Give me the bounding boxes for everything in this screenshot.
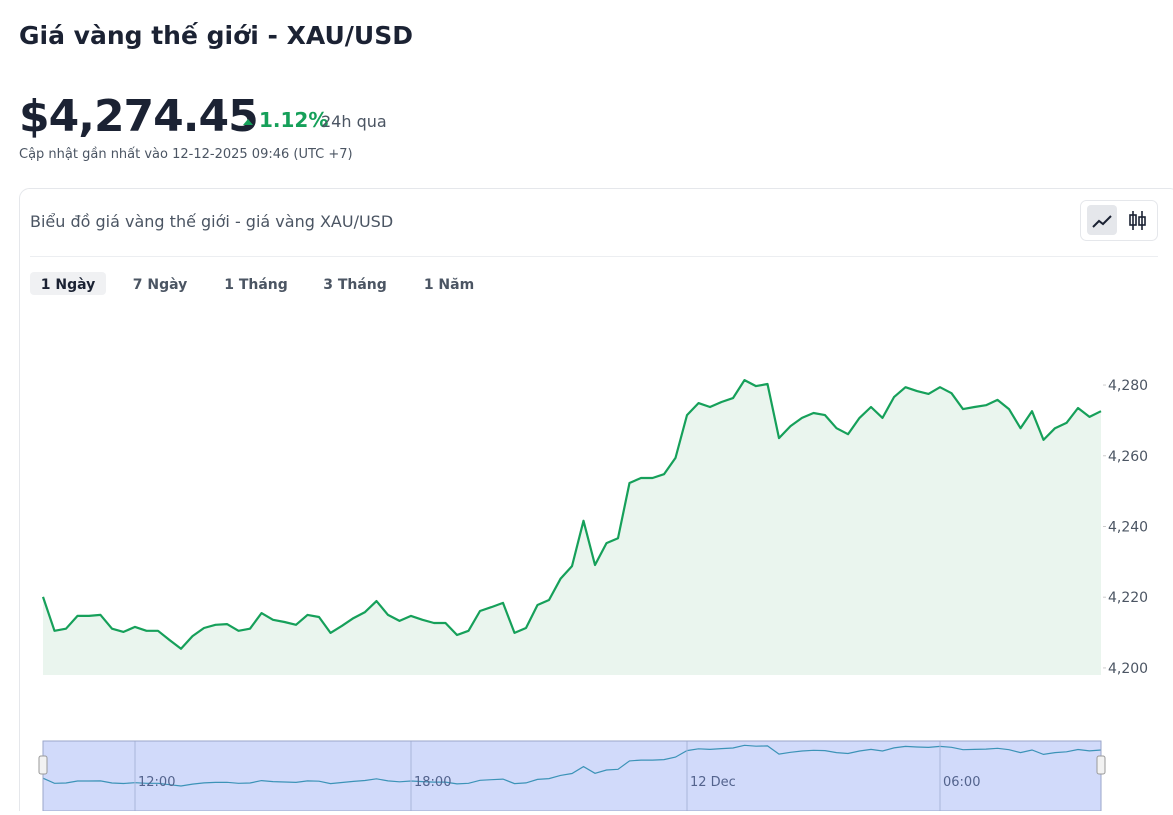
navigator-handle[interactable] xyxy=(39,756,47,774)
tab[interactable]: 3 Tháng xyxy=(323,277,387,293)
page-title: Giá vàng thế giới - XAU/USD xyxy=(19,21,413,50)
y-tick-label: 4,260 xyxy=(1108,449,1148,465)
navigator-selection[interactable] xyxy=(43,741,1101,811)
tabs: 1 Ngày 7 Ngày 1 Tháng 3 Tháng 1 Năm xyxy=(30,272,474,295)
updated: Cập nhật gần nhất vào 12-12-2025 09:46 (… xyxy=(19,147,353,162)
change: 1.12% xyxy=(259,108,328,132)
y-tick-label: 4,240 xyxy=(1108,519,1148,535)
y-tick-label: 4,280 xyxy=(1108,378,1148,394)
change-period: 24h qua xyxy=(321,112,387,131)
y-tick-label: 4,200 xyxy=(1108,661,1148,677)
line-chart-button[interactable] xyxy=(1087,205,1117,235)
tab[interactable]: 1 Ngày xyxy=(41,277,96,293)
tab[interactable]: 7 Ngày xyxy=(133,277,188,293)
price: $4,274.45 xyxy=(19,91,258,142)
navigator-handle[interactable] xyxy=(1097,756,1105,774)
tab[interactable]: 1 Tháng xyxy=(224,277,288,293)
card-title: Biểu đồ giá vàng thế giới - giá vàng XAU… xyxy=(30,212,393,231)
tab[interactable]: 1 Năm xyxy=(424,277,474,293)
y-tick-label: 4,220 xyxy=(1108,590,1148,606)
